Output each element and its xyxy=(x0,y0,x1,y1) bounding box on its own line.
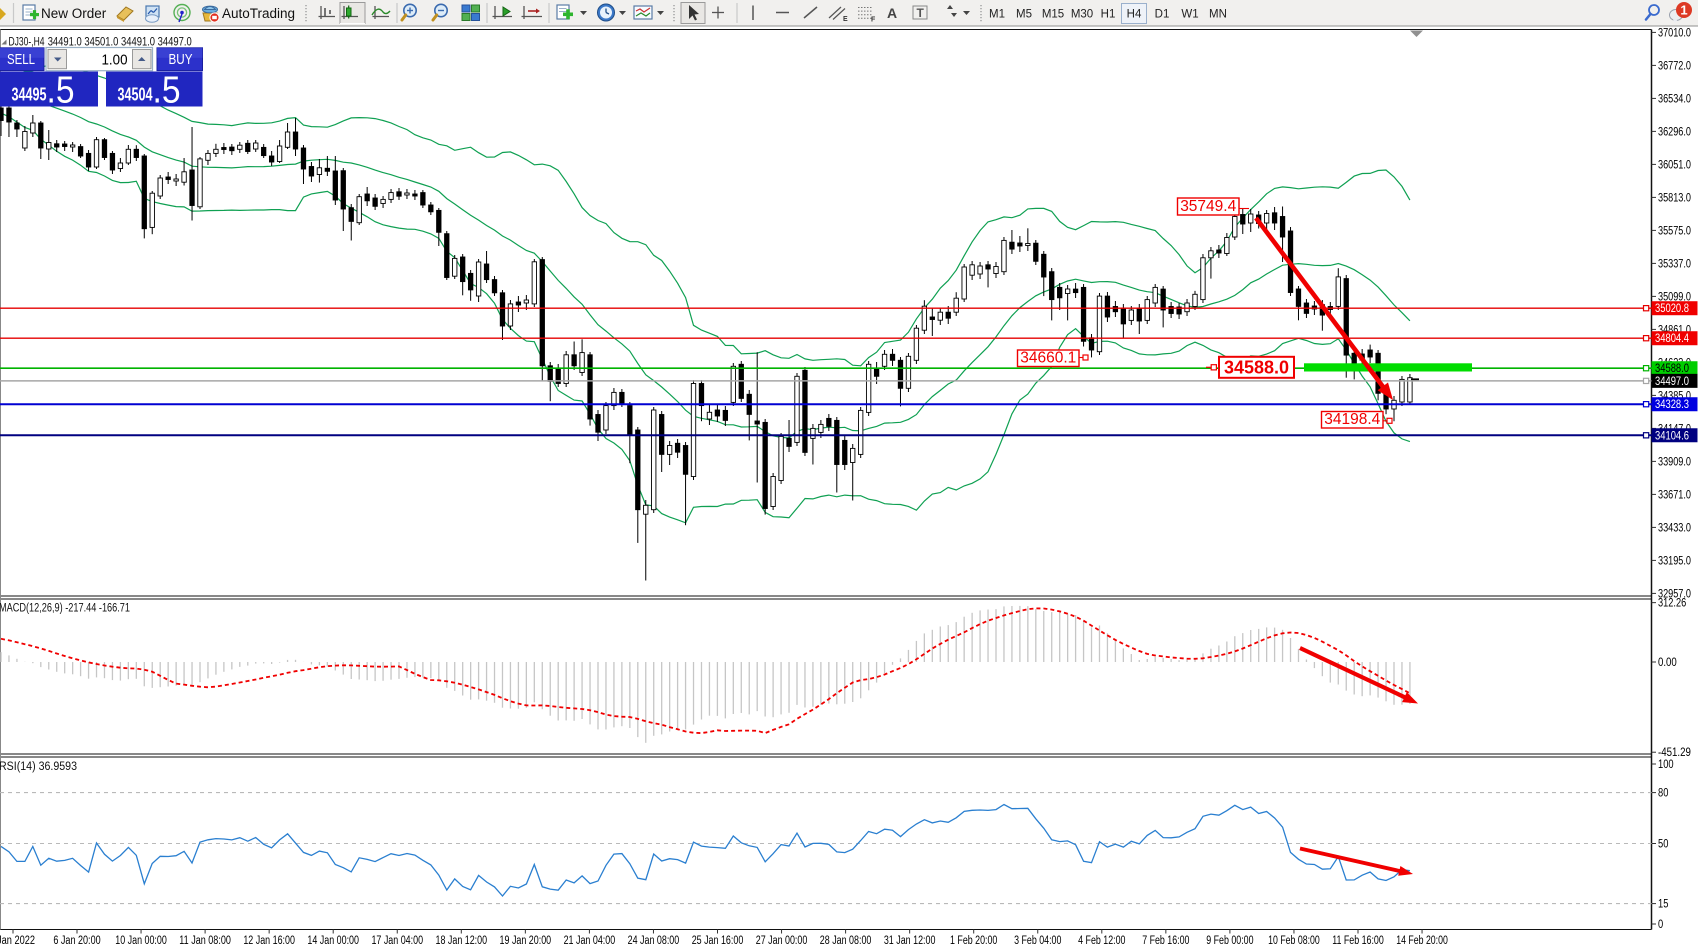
svg-text:25 Jan 16:00: 25 Jan 16:00 xyxy=(692,935,744,947)
svg-text:33195.0: 33195.0 xyxy=(1658,555,1691,567)
svg-text:33671.0: 33671.0 xyxy=(1658,489,1691,501)
svg-text:15: 15 xyxy=(1658,899,1668,911)
svg-text:0: 0 xyxy=(1658,919,1663,931)
svg-text:D1: D1 xyxy=(1155,9,1170,21)
svg-text:7 Feb 16:00: 7 Feb 16:00 xyxy=(1142,935,1189,947)
svg-text:1 Feb 20:00: 1 Feb 20:00 xyxy=(950,935,997,947)
svg-text:0.00: 0.00 xyxy=(1658,657,1677,669)
svg-text:E: E xyxy=(843,16,848,23)
svg-text:35575.0: 35575.0 xyxy=(1658,225,1691,237)
svg-text:3 Feb 04:00: 3 Feb 04:00 xyxy=(1014,935,1061,947)
svg-text:10 Feb 08:00: 10 Feb 08:00 xyxy=(1268,935,1320,947)
svg-text:F: F xyxy=(871,17,876,24)
svg-text:34504: 34504 xyxy=(118,85,153,105)
svg-text:6 Jan 20:00: 6 Jan 20:00 xyxy=(53,935,100,947)
svg-text:MACD(12,26,9) -217.44 -166.71: MACD(12,26,9) -217.44 -166.71 xyxy=(0,603,130,615)
svg-text:36051.0: 36051.0 xyxy=(1658,159,1691,171)
svg-text:34104.6: 34104.6 xyxy=(1655,430,1689,442)
svg-text:36772.0: 36772.0 xyxy=(1658,60,1691,72)
svg-text:12 Jan 16:00: 12 Jan 16:00 xyxy=(243,935,295,947)
svg-text:1: 1 xyxy=(1680,3,1687,18)
svg-text:RSI(14) 36.9593: RSI(14) 36.9593 xyxy=(0,761,77,773)
svg-text:34660.1: 34660.1 xyxy=(1020,350,1076,367)
svg-text:.5: .5 xyxy=(47,70,75,112)
svg-text:36296.0: 36296.0 xyxy=(1658,126,1691,138)
svg-text:32957.0: 32957.0 xyxy=(1658,588,1691,600)
svg-text:14 Jan 00:00: 14 Jan 00:00 xyxy=(307,935,359,947)
svg-text:19 Jan 20:00: 19 Jan 20:00 xyxy=(500,935,552,947)
svg-text:36534.0: 36534.0 xyxy=(1658,93,1691,105)
svg-text:W1: W1 xyxy=(1181,9,1198,21)
svg-text:DJ30-,H4: DJ30-,H4 xyxy=(9,35,45,49)
svg-text:17 Jan 04:00: 17 Jan 04:00 xyxy=(371,935,423,947)
svg-text:34804.4: 34804.4 xyxy=(1655,333,1689,345)
svg-text:Jan 2022: Jan 2022 xyxy=(0,935,35,947)
svg-text:34491.0 34501.0 34491.0 34497.: 34491.0 34501.0 34491.0 34497.0 xyxy=(48,35,192,49)
svg-text:27 Jan 00:00: 27 Jan 00:00 xyxy=(756,935,808,947)
svg-text:31 Jan 12:00: 31 Jan 12:00 xyxy=(884,935,936,947)
svg-text:M30: M30 xyxy=(1071,9,1093,21)
svg-text:H4: H4 xyxy=(1127,9,1142,21)
svg-text:80: 80 xyxy=(1658,788,1668,800)
svg-text:M15: M15 xyxy=(1042,9,1064,21)
svg-text:28 Jan 08:00: 28 Jan 08:00 xyxy=(820,935,872,947)
svg-text:M5: M5 xyxy=(1016,9,1032,21)
svg-text:34328.3: 34328.3 xyxy=(1655,399,1689,411)
svg-text:New Order: New Order xyxy=(41,6,107,21)
svg-text:SELL: SELL xyxy=(7,52,35,68)
svg-text:312.26: 312.26 xyxy=(1658,598,1686,610)
svg-text:MN: MN xyxy=(1209,9,1227,21)
svg-text:35337.0: 35337.0 xyxy=(1658,258,1691,270)
svg-text:24 Jan 08:00: 24 Jan 08:00 xyxy=(628,935,680,947)
svg-text:10 Jan 00:00: 10 Jan 00:00 xyxy=(115,935,167,947)
svg-text:34495: 34495 xyxy=(12,85,47,105)
svg-text:BUY: BUY xyxy=(169,52,193,68)
svg-text:34497.0: 34497.0 xyxy=(1655,376,1689,388)
svg-text:.5: .5 xyxy=(153,70,181,112)
svg-text:34198.4: 34198.4 xyxy=(1324,411,1380,428)
svg-text:35813.0: 35813.0 xyxy=(1658,192,1691,204)
svg-text:H1: H1 xyxy=(1101,9,1116,21)
svg-text:11 Feb 16:00: 11 Feb 16:00 xyxy=(1332,935,1384,947)
svg-text:14 Feb 20:00: 14 Feb 20:00 xyxy=(1396,935,1448,947)
svg-text:34588.0: 34588.0 xyxy=(1224,358,1289,378)
svg-text:37010.0: 37010.0 xyxy=(1658,27,1691,39)
svg-text:T: T xyxy=(917,6,925,20)
svg-text:4 Feb 12:00: 4 Feb 12:00 xyxy=(1078,935,1125,947)
svg-text:21 Jan 04:00: 21 Jan 04:00 xyxy=(564,935,616,947)
svg-text:9 Feb 00:00: 9 Feb 00:00 xyxy=(1206,935,1253,947)
svg-text:M1: M1 xyxy=(989,9,1005,21)
svg-text:35020.8: 35020.8 xyxy=(1655,303,1689,315)
svg-text:33433.0: 33433.0 xyxy=(1658,522,1691,534)
svg-text:A: A xyxy=(887,5,897,21)
svg-text:34588.0: 34588.0 xyxy=(1655,363,1689,375)
svg-text:-451.29: -451.29 xyxy=(1658,747,1691,759)
svg-text:11 Jan 08:00: 11 Jan 08:00 xyxy=(179,935,231,947)
svg-text:33909.0: 33909.0 xyxy=(1658,456,1691,468)
svg-text:35749.4: 35749.4 xyxy=(1180,198,1236,215)
svg-text:18 Jan 12:00: 18 Jan 12:00 xyxy=(436,935,488,947)
svg-text:35099.0: 35099.0 xyxy=(1658,291,1691,303)
svg-text:50: 50 xyxy=(1658,839,1668,851)
svg-text:100: 100 xyxy=(1658,759,1674,771)
svg-text:1.00: 1.00 xyxy=(102,52,128,69)
svg-text:AutoTrading: AutoTrading xyxy=(222,6,295,21)
